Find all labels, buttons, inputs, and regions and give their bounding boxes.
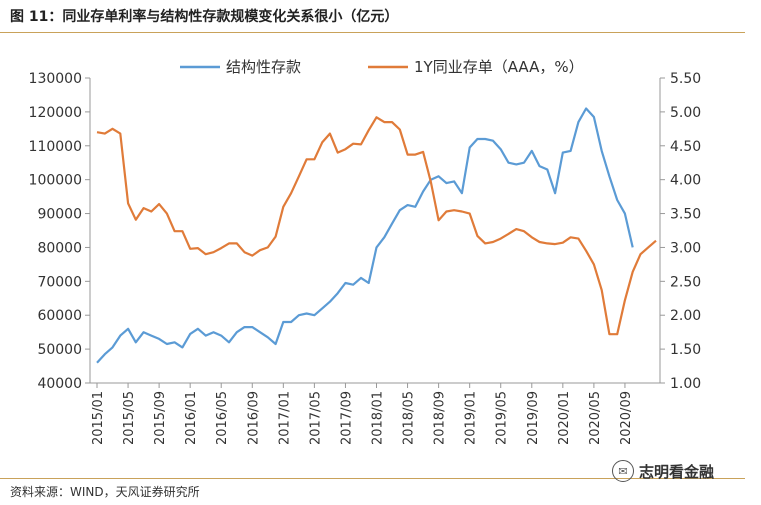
right-tick-label: 5.50 bbox=[670, 71, 701, 87]
left-tick-label: 130000 bbox=[29, 71, 82, 87]
x-tick-label: 2015/09 bbox=[153, 391, 168, 445]
right-tick-label: 3.50 bbox=[670, 207, 701, 223]
right-tick-label: 5.00 bbox=[670, 105, 701, 121]
right-tick-label: 2.00 bbox=[670, 308, 701, 324]
right-tick-label: 1.50 bbox=[670, 342, 701, 358]
left-tick-label: 120000 bbox=[29, 105, 82, 121]
legend-item-ncd-rate-label: 1Y同业存单（AAA，%） bbox=[414, 58, 584, 76]
left-tick-label: 40000 bbox=[37, 376, 82, 392]
left-tick-label: 90000 bbox=[37, 207, 82, 223]
chart-title: 图 11：同业存单利率与结构性存款规模变化关系很小（亿元） bbox=[10, 9, 399, 25]
right-tick-label: 2.50 bbox=[670, 274, 701, 290]
left-tick-label: 60000 bbox=[37, 308, 82, 324]
legend-item-structural-deposits-label: 结构性存款 bbox=[226, 58, 301, 76]
series-line-ncd-rate bbox=[96, 116, 657, 336]
x-tick-label: 2020/01 bbox=[557, 391, 572, 445]
x-tick-label: 2017/05 bbox=[308, 391, 323, 445]
x-tick-label: 2018/09 bbox=[433, 391, 448, 445]
left-tick-label: 70000 bbox=[37, 274, 82, 290]
x-tick-label: 2019/01 bbox=[464, 391, 479, 445]
x-tick-label: 2018/05 bbox=[402, 391, 417, 445]
x-tick-label: 2018/01 bbox=[371, 391, 386, 445]
right-tick-label: 4.00 bbox=[670, 173, 701, 189]
series-line-structural-deposits bbox=[96, 107, 634, 364]
left-tick-label: 100000 bbox=[29, 173, 82, 189]
top-divider bbox=[0, 32, 745, 33]
source-note: 资料来源：WIND，天风证券研究所 bbox=[10, 485, 200, 499]
bottom-divider bbox=[0, 478, 745, 479]
x-tick-label: 2016/09 bbox=[246, 391, 261, 445]
x-tick-label: 2017/01 bbox=[277, 391, 292, 445]
watermark: ✉ 志明看金融 bbox=[612, 460, 714, 482]
x-tick-label: 2019/05 bbox=[495, 391, 510, 445]
x-tick-label: 2015/01 bbox=[91, 391, 106, 445]
right-tick-label: 3.00 bbox=[670, 240, 701, 256]
x-tick-label: 2020/05 bbox=[588, 391, 603, 445]
wechat-icon: ✉ bbox=[612, 460, 634, 482]
right-tick-label: 1.00 bbox=[670, 376, 701, 392]
x-tick-label: 2016/05 bbox=[215, 391, 230, 445]
left-tick-label: 50000 bbox=[37, 342, 82, 358]
x-tick-label: 2015/05 bbox=[122, 391, 137, 445]
x-tick-label: 2017/09 bbox=[339, 391, 354, 445]
chart-canvas: 40000 50000 60000 70000 80000 90000 100000 1100… bbox=[29, 58, 702, 445]
watermark-label: 志明看金融 bbox=[639, 462, 715, 481]
left-tick-label: 110000 bbox=[29, 139, 82, 155]
left-tick-label: 80000 bbox=[37, 240, 82, 256]
x-tick-label: 2016/01 bbox=[184, 391, 199, 445]
x-tick-label: 2020/09 bbox=[619, 391, 634, 445]
right-tick-label: 4.50 bbox=[670, 139, 701, 155]
x-tick-label: 2019/09 bbox=[526, 391, 541, 445]
